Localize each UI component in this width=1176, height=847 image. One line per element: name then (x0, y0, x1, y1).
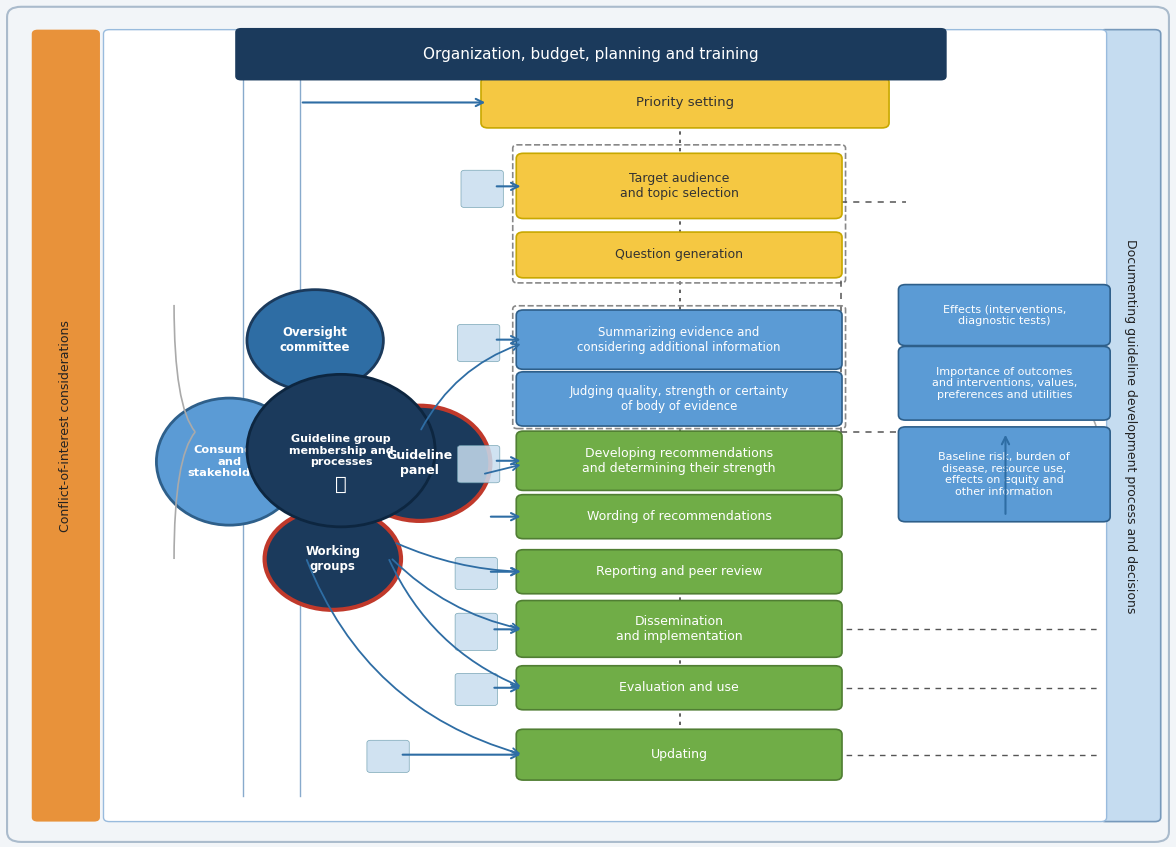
FancyBboxPatch shape (103, 30, 1107, 822)
Text: Working
groups: Working groups (306, 545, 360, 573)
FancyBboxPatch shape (457, 446, 500, 483)
FancyBboxPatch shape (455, 613, 497, 650)
Text: Judging quality, strength or certainty
of body of evidence: Judging quality, strength or certainty o… (569, 385, 789, 413)
Text: Documenting guideline development process and decisions: Documenting guideline development proces… (1123, 239, 1137, 613)
Ellipse shape (247, 290, 383, 391)
FancyBboxPatch shape (235, 28, 947, 80)
FancyBboxPatch shape (461, 170, 503, 208)
Text: Question generation: Question generation (615, 248, 743, 262)
FancyBboxPatch shape (457, 324, 500, 362)
FancyBboxPatch shape (898, 427, 1110, 522)
Text: Guideline group
membership and
processes: Guideline group membership and processes (289, 434, 393, 468)
Text: Baseline risk, burden of
disease, resource use,
effects on equity and
other info: Baseline risk, burden of disease, resour… (938, 452, 1070, 496)
FancyBboxPatch shape (367, 740, 409, 772)
Text: Updating: Updating (650, 748, 708, 761)
FancyBboxPatch shape (32, 30, 100, 822)
FancyBboxPatch shape (516, 729, 842, 780)
Ellipse shape (349, 406, 490, 521)
Text: Evaluation and use: Evaluation and use (620, 681, 739, 695)
FancyBboxPatch shape (516, 666, 842, 710)
FancyBboxPatch shape (516, 495, 842, 539)
Text: Wording of recommendations: Wording of recommendations (587, 510, 771, 523)
FancyBboxPatch shape (516, 310, 842, 369)
FancyBboxPatch shape (898, 346, 1110, 420)
Text: Developing recommendations
and determining their strength: Developing recommendations and determini… (582, 446, 776, 475)
FancyBboxPatch shape (516, 153, 842, 219)
FancyBboxPatch shape (516, 372, 842, 426)
FancyBboxPatch shape (1100, 30, 1161, 822)
Text: Conflict-of-interest considerations: Conflict-of-interest considerations (59, 320, 73, 532)
Text: Target audience
and topic selection: Target audience and topic selection (620, 172, 739, 200)
FancyBboxPatch shape (516, 431, 842, 490)
FancyBboxPatch shape (516, 232, 842, 278)
Text: Reporting and peer review: Reporting and peer review (596, 565, 762, 579)
Text: Summarizing evidence and
considering additional information: Summarizing evidence and considering add… (577, 325, 781, 354)
Text: Organization, budget, planning and training: Organization, budget, planning and train… (422, 47, 759, 62)
Text: Effects (interventions,
diagnostic tests): Effects (interventions, diagnostic tests… (943, 304, 1065, 326)
FancyBboxPatch shape (455, 557, 497, 590)
Text: Guideline
panel: Guideline panel (387, 449, 453, 478)
FancyBboxPatch shape (516, 601, 842, 657)
FancyBboxPatch shape (7, 7, 1169, 842)
Ellipse shape (247, 374, 435, 527)
Text: Consumers
and
stakeholders: Consumers and stakeholders (188, 445, 270, 479)
Ellipse shape (265, 508, 401, 610)
Text: Dissemination
and implementation: Dissemination and implementation (616, 615, 742, 643)
Ellipse shape (156, 398, 302, 525)
FancyBboxPatch shape (516, 550, 842, 594)
FancyBboxPatch shape (898, 285, 1110, 346)
FancyBboxPatch shape (481, 77, 889, 128)
Text: Priority setting: Priority setting (636, 96, 734, 109)
FancyBboxPatch shape (455, 673, 497, 706)
Text: Importance of outcomes
and interventions, values,
preferences and utilities: Importance of outcomes and interventions… (931, 367, 1077, 400)
Text: 👥: 👥 (335, 475, 347, 494)
Text: Oversight
committee: Oversight committee (280, 326, 350, 355)
